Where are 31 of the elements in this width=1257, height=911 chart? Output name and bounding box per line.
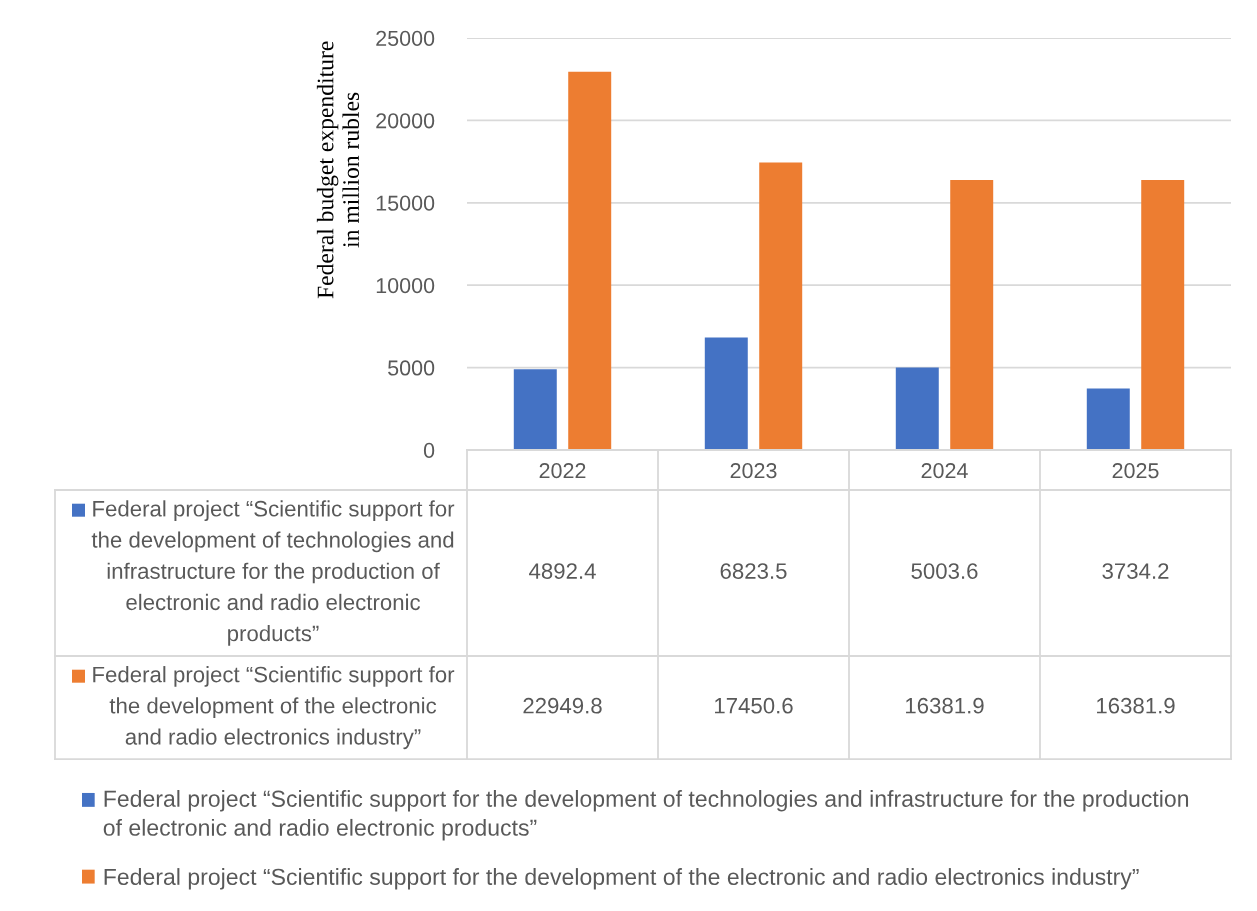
data-label: 4892.4	[529, 563, 596, 579]
bar	[1086, 388, 1130, 450]
y-tick-label: 0	[423, 442, 435, 459]
y-tick-label: 25000	[376, 30, 435, 47]
text: Federal project “Scientific support for the development of the electronic and radio electronics industry”	[104, 868, 1139, 890]
data-label: 6823.5	[720, 563, 787, 579]
y-tick-label: 20000	[376, 113, 435, 129]
x-tick-label: 2025	[1112, 463, 1159, 479]
bar	[950, 180, 994, 450]
y-tick-label: 15000	[376, 195, 435, 211]
y-tick-label: 10000	[376, 277, 435, 294]
bar	[704, 337, 748, 450]
data-label: 22949.8	[523, 697, 602, 714]
data-label: 16381.9	[906, 697, 984, 714]
y-axis-title: Federal budget expenditure in million rubles	[316, 41, 360, 299]
x-tick-label: 2024	[921, 463, 968, 479]
data-label: 5003.6	[911, 563, 978, 579]
y-tick-label: 5000	[388, 360, 435, 376]
bar	[568, 71, 612, 450]
bar	[759, 162, 803, 450]
bar	[513, 369, 557, 450]
x-tick-label: 2022	[539, 463, 586, 479]
text: Federal project “Scientific support for the development of technologies and infrastructure for the production of electronic and radio electronic products”	[103, 790, 1189, 841]
data-label: 16381.9	[1097, 697, 1175, 714]
data-label: 17450.6	[715, 697, 793, 714]
legend-label: Federal project “Scientific support for the development of the electronic and radio electronics industry”	[93, 666, 455, 750]
bar	[895, 367, 939, 450]
bar	[1141, 180, 1185, 450]
x-tick-label: 2023	[730, 463, 777, 479]
legend-label: Federal project “Scientific support for the development of technologies and infrastructure for the production of electronic and radio electronic products”	[91, 500, 455, 646]
data-label: 3734.2	[1102, 563, 1169, 579]
